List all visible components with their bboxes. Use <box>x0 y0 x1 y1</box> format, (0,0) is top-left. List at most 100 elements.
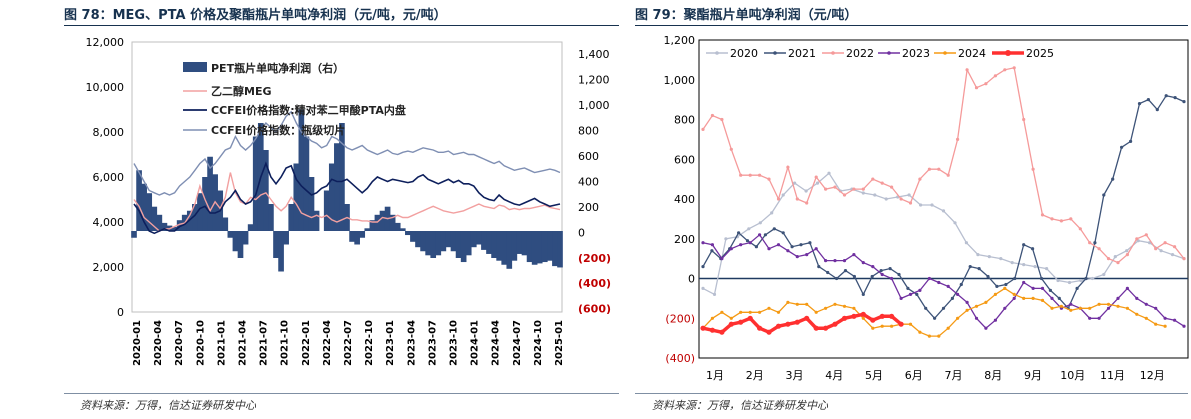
chart1-profit-bar <box>171 226 178 231</box>
chart2-point-2020 <box>999 257 1003 261</box>
chart2-point-2024 <box>748 310 752 314</box>
chart2-point-2021 <box>924 306 928 310</box>
chart2-point-2025 <box>747 315 753 321</box>
chart1-plot-frame <box>131 41 563 313</box>
chart2-point-2023 <box>1163 316 1167 320</box>
chart1-x-tick-group: 2024-10 <box>533 320 544 366</box>
chart2-point-2023 <box>880 272 884 277</box>
chart1-profit-bar <box>486 231 492 254</box>
chart1-x-tick: 2025-01 <box>554 320 565 366</box>
chart1-profit-bar <box>541 231 548 263</box>
chart1-profit-bar <box>308 177 315 231</box>
chart2-point-2020 <box>815 181 820 185</box>
chart1-x-tick-group: 2021-07 <box>259 320 270 366</box>
chart1-profit-bar <box>136 170 142 231</box>
chart1-x-tick-group: 2021-04 <box>238 320 249 366</box>
chart1-profit-bar <box>151 206 158 231</box>
chart1-profit-bar <box>207 156 213 231</box>
chart2-point-2021 <box>968 265 972 269</box>
chart2-point-2025 <box>757 325 763 331</box>
chart2-point-2023 <box>833 259 837 263</box>
chart2-point-2023 <box>852 253 856 257</box>
chart2-point-2024 <box>1050 306 1054 310</box>
chart2-point-2020 <box>781 193 785 197</box>
chart1-profit-bar <box>476 231 482 245</box>
chart2-point-2022 <box>1106 257 1111 261</box>
chart1-right-tick: 1,400 <box>578 48 610 61</box>
chart1-profit-bar <box>298 109 305 231</box>
chart1-profit-bar <box>303 136 310 231</box>
chart2-point-2020 <box>976 253 980 257</box>
chart2-point-2020 <box>1056 278 1060 283</box>
chart2-point-2020 <box>1159 249 1163 253</box>
chart1-profit-bar <box>501 231 508 265</box>
chart2-point-2022 <box>927 167 931 171</box>
chart2-legend-label-2024: 2024 <box>958 47 986 60</box>
chart2-point-2021 <box>701 265 705 269</box>
chart2-point-2022 <box>1097 247 1101 251</box>
chart2-point-2021 <box>852 274 856 279</box>
chart1-x-tick: 2022-07 <box>343 320 354 366</box>
chart2-legend-label-2020: 2020 <box>730 47 758 60</box>
chart2-point-2023 <box>1144 302 1148 306</box>
chart1-profit-bar <box>557 231 563 268</box>
chart1-profit-bar <box>242 231 249 245</box>
chart2-point-2022 <box>833 185 837 189</box>
chart1-x-tick: 2024-07 <box>512 320 523 366</box>
chart1-x-tick: 2024-10 <box>533 320 544 366</box>
chart1-profit-bar <box>410 231 416 242</box>
chart2-point-2023 <box>1097 316 1101 320</box>
chart1-profit-bar <box>481 231 487 250</box>
chart1-profit-bar <box>435 231 442 256</box>
chart2-point-2025 <box>775 323 782 329</box>
chart2-point-2024 <box>890 324 894 328</box>
chart2-point-2023 <box>720 257 724 261</box>
chart1-right-tick: 600 <box>578 150 599 163</box>
chart2-line-2022 <box>702 67 1185 264</box>
chart2-point-2022 <box>701 127 705 131</box>
chart2-point-2024 <box>805 302 809 306</box>
chart2-point-2021 <box>835 276 839 281</box>
chart2-point-2024 <box>1125 306 1129 310</box>
chart1-x-tick-group: 2023-04 <box>406 320 417 366</box>
chart1-profit-bar <box>232 231 239 252</box>
chart2-point-2023 <box>1135 296 1139 300</box>
chart2-point-2022 <box>1069 217 1073 221</box>
chart1-x-tick: 2023-04 <box>406 320 417 366</box>
chart2-point-2023 <box>842 259 847 263</box>
chart2-point-2023 <box>1040 286 1045 290</box>
chart2-legend-marker-2022 <box>831 51 835 55</box>
chart1-profit-bar <box>455 231 462 258</box>
chart1-profit-bar <box>313 210 320 231</box>
chart1-x-tick-group: 2022-01 <box>301 320 312 366</box>
chart2-point-2022 <box>937 167 941 171</box>
chart2-point-2020 <box>1125 249 1129 253</box>
chart1-profit-bar <box>141 183 147 231</box>
chart2-y-tick: 1,200 <box>664 34 696 47</box>
chart2-point-2024 <box>1003 286 1007 290</box>
chart1-profit-bar <box>369 220 376 231</box>
chart1-legend-label: CCFEI价格指数：瓶级切片 <box>211 123 345 137</box>
chart1-left-tick: 2,000 <box>93 261 125 274</box>
chart2-point-2023 <box>974 316 979 320</box>
chart2-point-2022 <box>918 177 922 181</box>
chart2-point-2024 <box>852 306 856 310</box>
chart2-point-2023 <box>937 280 941 285</box>
chart2-point-2025 <box>879 313 885 319</box>
chart2-point-2023 <box>710 243 714 247</box>
chart2-legend-label-2025: 2025 <box>1026 47 1054 60</box>
chart2-point-2023 <box>748 241 752 245</box>
source-note-left: 资料来源：万得，信达证券研发中心 <box>80 399 256 412</box>
chart2-legend-marker-2021 <box>773 51 777 55</box>
chart2-point-2020 <box>724 237 728 241</box>
chart1-profit-bar <box>328 163 335 231</box>
chart2-point-2024 <box>1031 296 1035 300</box>
chart1-profit-bar <box>146 193 153 231</box>
chart2-point-2022 <box>1050 217 1054 221</box>
chart2-point-2024 <box>880 324 884 328</box>
chart2-line-2023 <box>702 233 1185 330</box>
chart2-point-2022 <box>1012 66 1016 70</box>
chart2-point-2021 <box>808 241 812 245</box>
chart1-right-tick: 400 <box>578 175 599 188</box>
chart2-point-2020 <box>919 203 923 207</box>
